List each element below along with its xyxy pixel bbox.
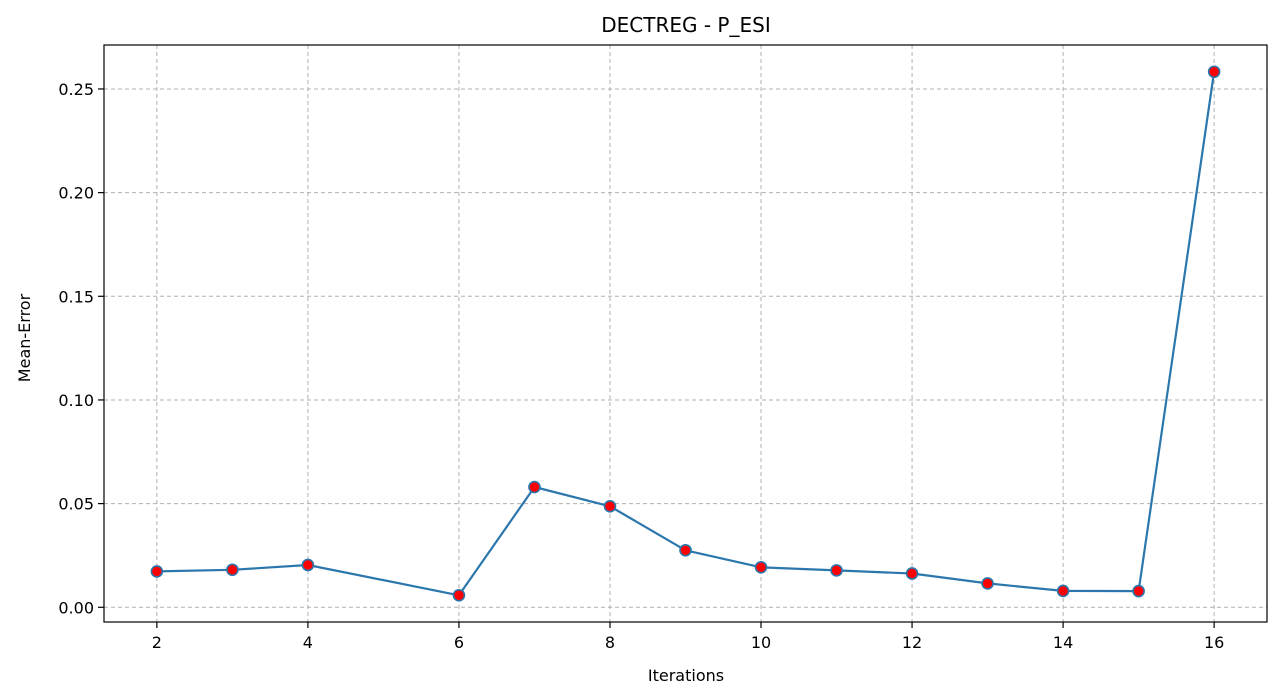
y-tick-label: 0.15	[58, 287, 94, 306]
y-tick-label: 0.25	[58, 80, 94, 99]
x-tick-label: 2	[152, 633, 162, 652]
y-axis-label: Mean-Error	[15, 293, 34, 382]
y-axis-ticks: 0.00 0.05 0.10 0.15 0.20 0.25	[58, 80, 104, 617]
data-point	[754, 560, 768, 574]
data-point	[1132, 584, 1145, 598]
x-tick-label: 4	[303, 633, 313, 652]
data-point	[150, 565, 164, 578]
series-line	[156, 71, 1216, 597]
chart-title: DECTREG - P_ESI	[601, 13, 770, 37]
grid-lines	[104, 45, 1267, 622]
data-point	[830, 564, 843, 577]
data-point	[981, 577, 994, 590]
series-line-group	[156, 71, 1216, 597]
data-point	[452, 588, 466, 602]
y-tick-label: 0.00	[58, 598, 94, 617]
y-tick-label: 0.05	[58, 495, 94, 514]
x-tick-label: 14	[1053, 633, 1073, 652]
data-point	[905, 567, 919, 580]
x-tick-label: 10	[751, 633, 771, 652]
y-tick-label: 0.10	[58, 391, 94, 410]
y-tick-label: 0.20	[58, 184, 94, 203]
data-points	[150, 65, 1221, 602]
x-axis-ticks: 2 4 6 8 10 12 14 16	[152, 622, 1224, 652]
plot-frame	[103, 44, 1268, 623]
data-point	[679, 543, 692, 557]
data-point	[1207, 65, 1221, 79]
data-point	[226, 563, 239, 577]
x-tick-label: 12	[902, 633, 922, 652]
x-tick-label: 8	[605, 633, 615, 652]
data-point	[1056, 584, 1070, 598]
x-tick-label: 16	[1204, 633, 1224, 652]
x-tick-label: 6	[454, 633, 464, 652]
data-point	[301, 558, 315, 572]
data-point	[603, 500, 617, 513]
x-axis-label: Iterations	[648, 666, 724, 685]
data-point	[528, 480, 541, 494]
